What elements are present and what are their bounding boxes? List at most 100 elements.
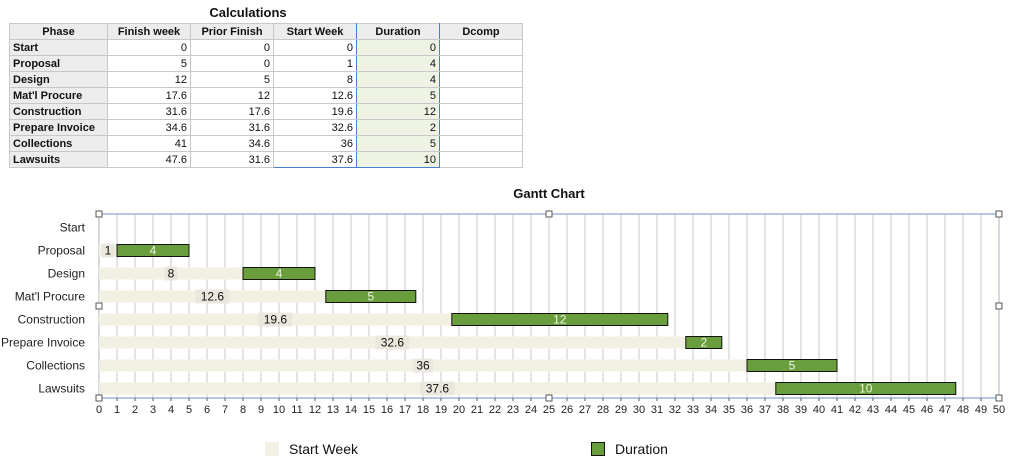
column-header-finish-week[interactable]: Finish week [107, 23, 191, 40]
cell-phase[interactable]: Proposal [9, 55, 108, 72]
x-tick-label: 41 [831, 404, 843, 416]
duration-data-label: 4 [276, 267, 283, 281]
category-label: Lawsuits [38, 382, 85, 396]
x-tick-label: 23 [507, 404, 519, 416]
data-label-bg [413, 358, 433, 373]
x-tick-label: 12 [309, 404, 321, 416]
x-tick-label: 35 [723, 404, 735, 416]
start-week-data-label: 32.6 [381, 336, 405, 350]
duration-data-label: 10 [859, 382, 873, 396]
duration-bar[interactable] [242, 267, 316, 280]
duration-data-label: 2 [700, 336, 707, 350]
x-tick-label: 26 [561, 404, 573, 416]
resize-handle[interactable] [995, 302, 1003, 310]
x-tick-label: 1 [114, 404, 120, 416]
resize-handle[interactable] [95, 210, 103, 218]
x-tick-label: 7 [222, 404, 228, 416]
x-tick-label: 24 [525, 404, 537, 416]
x-tick-label: 11 [291, 404, 302, 416]
legend-swatch-duration [591, 442, 605, 456]
start-week-data-label: 8 [168, 267, 175, 281]
x-tick-label: 3 [150, 404, 156, 416]
legend-label-duration: Duration [615, 441, 668, 457]
x-tick-label: 19 [435, 404, 447, 416]
category-label: Proposal [38, 244, 85, 258]
x-tick-label: 47 [939, 404, 951, 416]
duration-data-label: 5 [367, 290, 374, 304]
x-tick-label: 15 [363, 404, 375, 416]
data-label-bg [375, 335, 410, 350]
column-header-dcomp[interactable]: Dcomp [439, 23, 523, 40]
category-label: Collections [26, 359, 85, 373]
resize-handle[interactable] [95, 394, 103, 402]
cell-prior[interactable]: 31.6 [190, 151, 274, 168]
cell-dcomp[interactable] [439, 151, 523, 168]
x-tick-label: 39 [795, 404, 807, 416]
start-week-data-label: 19.6 [264, 313, 288, 327]
x-tick-label: 27 [579, 404, 591, 416]
data-label-bg [258, 312, 293, 327]
legend-item-start-week: Start Week [265, 441, 358, 457]
cell-phase[interactable]: Construction [9, 103, 108, 120]
x-tick-label: 44 [885, 404, 897, 416]
column-header-prior-finish[interactable]: Prior Finish [190, 23, 274, 40]
resize-handle[interactable] [545, 394, 553, 402]
column-header-duration[interactable]: Duration [356, 23, 440, 40]
table-row: Mat'l Procure 17.6 12 12.6 5 [9, 87, 523, 104]
category-label: Mat'l Procure [15, 290, 86, 304]
duration-data-label: 4 [150, 244, 157, 258]
x-tick-label: 18 [417, 404, 429, 416]
resize-handle[interactable] [995, 394, 1003, 402]
cell-phase[interactable]: Collections [9, 135, 108, 152]
duration-bar[interactable] [775, 382, 957, 395]
x-tick-label: 28 [597, 404, 609, 416]
x-tick-label: 38 [777, 404, 789, 416]
calculations-title: Calculations [209, 5, 287, 20]
cell-duration[interactable]: 0 [356, 39, 440, 56]
column-header-phase[interactable]: Phase [9, 23, 108, 40]
cell-phase[interactable]: Prepare Invoice [9, 119, 108, 136]
duration-bar[interactable] [116, 244, 190, 257]
duration-bar[interactable] [325, 290, 417, 303]
category-label: Design [48, 267, 85, 281]
resize-handle[interactable] [545, 210, 553, 218]
x-tick-label: 46 [921, 404, 933, 416]
cell-phase[interactable]: Mat'l Procure [9, 87, 108, 104]
cell-duration[interactable]: 5 [356, 87, 440, 104]
x-tick-label: 34 [705, 404, 717, 416]
category-label: Construction [18, 313, 85, 327]
category-label: Start [60, 221, 86, 235]
x-tick-label: 20 [453, 404, 465, 416]
x-tick-label: 40 [813, 404, 825, 416]
resize-handle[interactable] [995, 210, 1003, 218]
table-row: Prepare Invoice 34.6 31.6 32.6 2 [9, 119, 523, 136]
start-week-data-label: 37.6 [426, 382, 450, 396]
category-label: Prepare Invoice [1, 336, 85, 350]
x-tick-label: 37 [759, 404, 771, 416]
table-row: Construction 31.6 17.6 19.6 12 [9, 103, 523, 120]
table-row: Lawsuits 47.6 31.6 37.6 10 [9, 151, 523, 168]
cell-phase[interactable]: Lawsuits [9, 151, 108, 168]
resize-handle[interactable] [95, 302, 103, 310]
data-label-bg [164, 266, 178, 281]
duration-bar[interactable] [451, 313, 669, 326]
legend-item-duration: Duration [591, 441, 668, 457]
cell-phase[interactable]: Start [9, 39, 108, 56]
duration-bar[interactable] [746, 359, 838, 372]
x-tick-label: 45 [903, 404, 915, 416]
x-tick-label: 49 [975, 404, 987, 416]
cell-start[interactable]: 19.6 [273, 103, 357, 120]
cell-finish[interactable]: 47.6 [107, 151, 191, 168]
x-tick-label: 42 [849, 404, 861, 416]
duration-bar[interactable] [685, 336, 723, 349]
x-tick-label: 22 [489, 404, 501, 416]
cell-duration[interactable]: 2 [356, 119, 440, 136]
cell-start[interactable]: 37.6 [273, 151, 357, 168]
cell-start[interactable]: 32.6 [273, 119, 357, 136]
x-tick-label: 30 [633, 404, 645, 416]
calculations-table[interactable]: Phase Finish week Prior Finish Start Week Du… [9, 23, 523, 168]
x-tick-label: 13 [327, 404, 339, 416]
x-tick-label: 33 [687, 404, 699, 416]
gantt-chart-title: Gantt Chart [513, 186, 585, 201]
